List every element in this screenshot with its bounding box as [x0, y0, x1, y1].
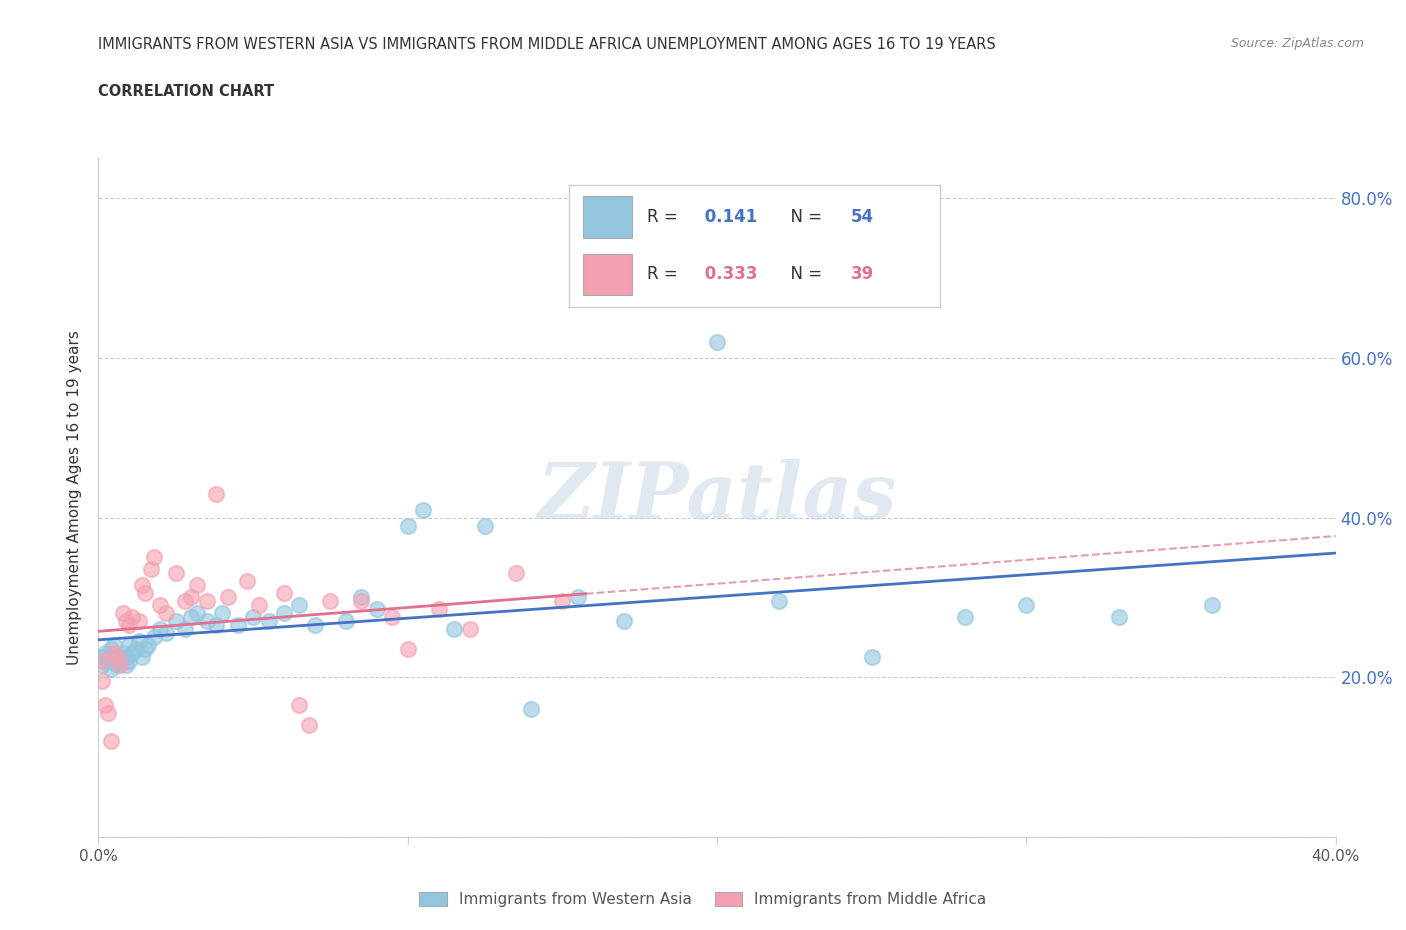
- Point: [226, 618, 249, 632]
- Point: [505, 566, 527, 581]
- Point: [366, 602, 388, 617]
- Point: [174, 594, 197, 609]
- Point: [131, 578, 153, 592]
- Point: [134, 586, 156, 601]
- Text: Source: ZipAtlas.com: Source: ZipAtlas.com: [1230, 37, 1364, 50]
- Point: [97, 654, 120, 669]
- Point: [93, 698, 115, 712]
- Point: [149, 622, 172, 637]
- Point: [304, 618, 326, 632]
- Point: [953, 610, 976, 625]
- Point: [136, 638, 159, 653]
- Text: CORRELATION CHART: CORRELATION CHART: [98, 84, 274, 99]
- Point: [335, 614, 357, 629]
- Point: [257, 614, 280, 629]
- Point: [100, 734, 122, 749]
- Point: [174, 622, 197, 637]
- Point: [155, 626, 177, 641]
- Point: [108, 658, 131, 672]
- Point: [613, 614, 636, 629]
- Point: [165, 614, 187, 629]
- Point: [186, 606, 208, 621]
- Point: [520, 702, 543, 717]
- Point: [93, 645, 115, 660]
- Point: [195, 594, 218, 609]
- Point: [381, 610, 404, 625]
- Point: [443, 622, 465, 637]
- Point: [288, 598, 311, 613]
- Point: [131, 650, 153, 665]
- Point: [319, 594, 342, 609]
- Point: [155, 606, 177, 621]
- Point: [121, 610, 143, 625]
- Point: [567, 590, 589, 604]
- Point: [115, 650, 138, 665]
- Point: [124, 642, 146, 657]
- Point: [90, 658, 112, 672]
- Point: [298, 718, 321, 733]
- Point: [1201, 598, 1223, 613]
- Text: IMMIGRANTS FROM WESTERN ASIA VS IMMIGRANTS FROM MIDDLE AFRICA UNEMPLOYMENT AMONG: IMMIGRANTS FROM WESTERN ASIA VS IMMIGRAN…: [98, 37, 997, 52]
- Point: [396, 518, 419, 533]
- Point: [205, 486, 228, 501]
- Point: [97, 706, 120, 721]
- Point: [165, 566, 187, 581]
- Point: [100, 642, 122, 657]
- Point: [412, 502, 434, 517]
- Point: [195, 614, 218, 629]
- Point: [118, 654, 141, 669]
- Point: [118, 638, 141, 653]
- Point: [551, 594, 574, 609]
- Point: [288, 698, 311, 712]
- Point: [90, 674, 112, 689]
- Point: [1015, 598, 1038, 613]
- Y-axis label: Unemployment Among Ages 16 to 19 years: Unemployment Among Ages 16 to 19 years: [67, 330, 83, 665]
- Point: [112, 606, 135, 621]
- Point: [236, 574, 259, 589]
- Point: [396, 642, 419, 657]
- Point: [180, 610, 202, 625]
- Point: [186, 578, 208, 592]
- Point: [205, 618, 228, 632]
- Point: [139, 562, 162, 577]
- Point: [105, 658, 128, 672]
- Point: [118, 618, 141, 632]
- Point: [149, 598, 172, 613]
- Point: [1108, 610, 1130, 625]
- Point: [90, 654, 112, 669]
- Point: [143, 550, 166, 565]
- Point: [350, 594, 373, 609]
- Point: [247, 598, 270, 613]
- Point: [143, 630, 166, 644]
- Point: [273, 586, 295, 601]
- Point: [100, 662, 122, 677]
- Point: [217, 590, 239, 604]
- Text: ZIPatlas: ZIPatlas: [537, 459, 897, 536]
- Point: [115, 614, 138, 629]
- Point: [121, 645, 143, 660]
- Point: [211, 606, 233, 621]
- Point: [242, 610, 264, 625]
- Point: [103, 645, 125, 660]
- Legend: Immigrants from Western Asia, Immigrants from Middle Africa: Immigrants from Western Asia, Immigrants…: [413, 885, 993, 913]
- Point: [90, 650, 112, 665]
- Point: [105, 650, 128, 665]
- Point: [112, 645, 135, 660]
- Point: [115, 658, 138, 672]
- Point: [768, 594, 790, 609]
- Point: [128, 614, 150, 629]
- Point: [860, 650, 883, 665]
- Point: [273, 606, 295, 621]
- Point: [103, 638, 125, 653]
- Point: [180, 590, 202, 604]
- Point: [458, 622, 481, 637]
- Point: [427, 602, 450, 617]
- Point: [128, 634, 150, 649]
- Point: [350, 590, 373, 604]
- Point: [474, 518, 496, 533]
- Point: [108, 654, 131, 669]
- Point: [134, 642, 156, 657]
- Point: [706, 335, 728, 350]
- Point: [105, 650, 128, 665]
